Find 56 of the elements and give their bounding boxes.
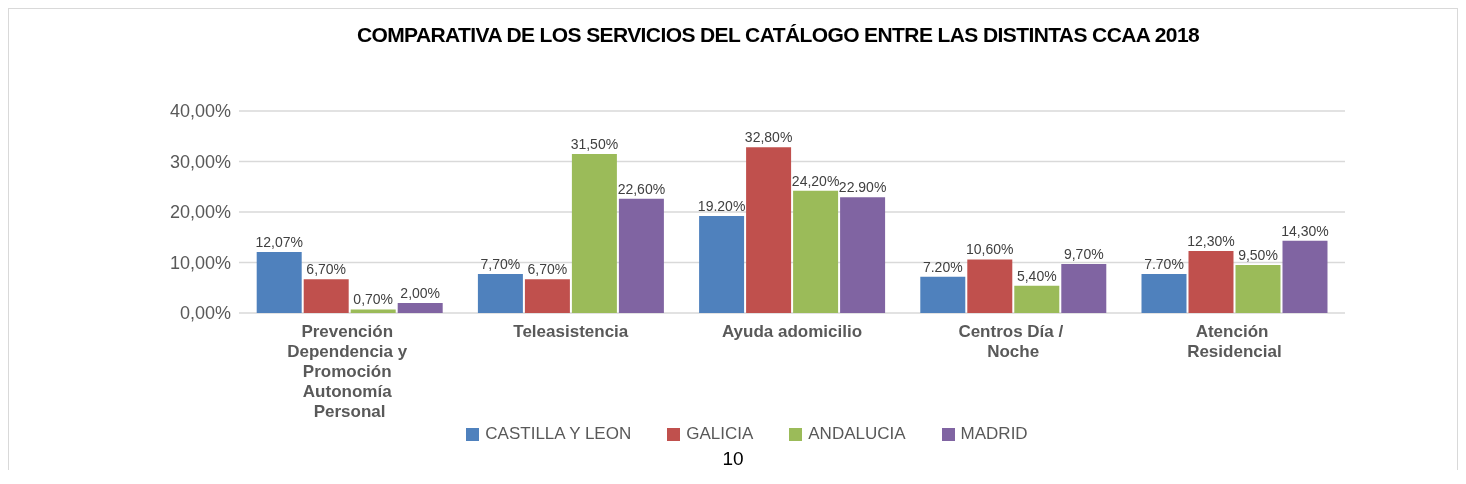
bar [746, 147, 792, 313]
data-label: 7,70% [480, 256, 521, 273]
data-label: 2,00% [400, 284, 441, 301]
data-label: 22,60% [617, 180, 666, 197]
data-label: 22.90% [838, 179, 887, 196]
data-label: 9,50% [1238, 247, 1278, 264]
data-label: 10,60% [966, 241, 1014, 258]
legend-label: ANDALUCIA [808, 424, 906, 444]
x-tick-label: Prevención Dependencia y Promoción Autonomía Personal [287, 322, 412, 421]
data-label: 6,70% [527, 261, 568, 278]
data-label: 0,70% [353, 291, 394, 308]
bar [1282, 240, 1328, 313]
data-label: 7.20% [922, 258, 963, 275]
bar [699, 216, 745, 313]
bar [571, 153, 617, 313]
bar [920, 276, 966, 313]
bar [1235, 265, 1281, 313]
legend-label: MADRID [960, 424, 1028, 444]
data-label: 6,70% [306, 261, 347, 278]
data-label: 14,30% [1281, 222, 1329, 239]
bar [1188, 250, 1234, 313]
bar [477, 274, 523, 313]
x-tick-label: Teleasistencia [513, 322, 629, 341]
legend-label: GALICIA [686, 424, 754, 444]
y-tick-label: 20,00% [169, 202, 231, 223]
y-tick-label: 0,00% [179, 303, 231, 324]
bar [350, 309, 396, 313]
bar [840, 197, 886, 313]
data-label: 5,40% [1016, 267, 1057, 284]
data-label: 19.20% [697, 198, 746, 215]
data-label: 24,20% [791, 172, 840, 189]
y-tick-label: 40,00% [169, 101, 231, 122]
text: 10 [721, 448, 745, 470]
data-label: 12,07% [255, 234, 303, 251]
bar [397, 302, 443, 313]
y-tick-label: 30,00% [169, 151, 231, 172]
data-label: 31,50% [570, 135, 619, 152]
data-label: 32,80% [744, 129, 793, 146]
y-tick-label: 10,00% [169, 252, 231, 273]
bar [303, 279, 349, 313]
bar [256, 252, 302, 313]
data-label: 12,30% [1187, 232, 1235, 249]
bar [524, 279, 570, 313]
x-tick-label: Centros Día / Noche [958, 322, 1068, 361]
data-label: 9,70% [1063, 246, 1104, 263]
bar [1061, 264, 1107, 313]
bar [618, 198, 664, 313]
x-tick-label: Ayuda adomicilio [721, 322, 863, 341]
bar [1141, 274, 1187, 313]
legend-label: CASTILLA Y LEON [485, 424, 632, 444]
data-label: 7.70% [1144, 256, 1184, 273]
bar [967, 259, 1013, 313]
x-tick-label: Atención Residencial [1187, 322, 1282, 361]
chart-title: COMPARATIVA DE LOS SERVICIOS DEL CATÁLOGO ENTRE LAS DISTINTAS CCAA 2018 [356, 23, 1200, 46]
bar [793, 190, 839, 313]
bar [1014, 285, 1060, 313]
